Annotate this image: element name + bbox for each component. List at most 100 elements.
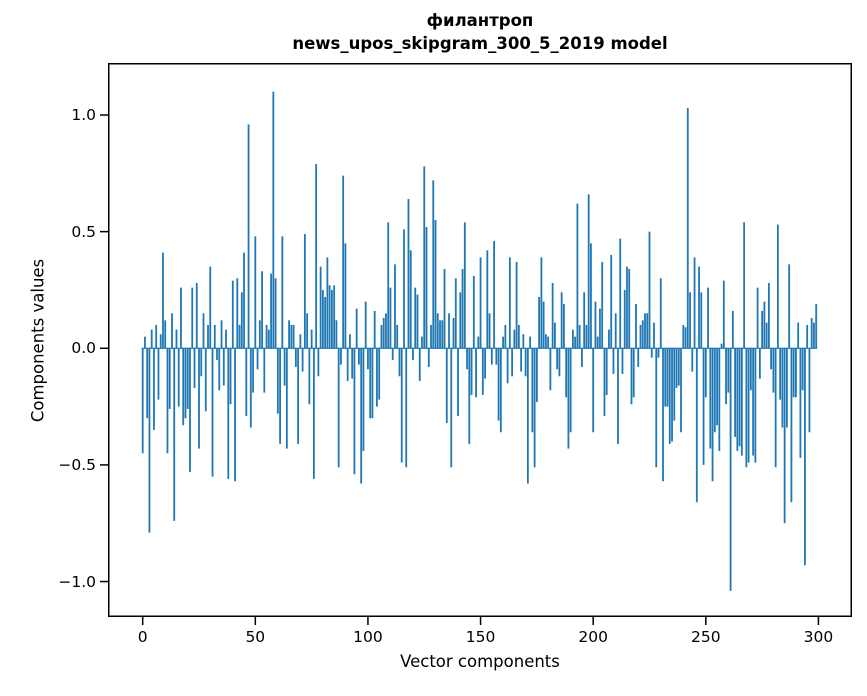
bar [279, 348, 281, 444]
bar [691, 348, 694, 372]
bar [774, 348, 777, 468]
bar [146, 348, 149, 419]
bar [560, 292, 563, 349]
bar [457, 348, 459, 416]
bar [657, 348, 660, 358]
bar [745, 348, 748, 468]
bar [254, 236, 257, 349]
bar [344, 243, 347, 349]
bar [567, 348, 570, 449]
bar [621, 348, 624, 374]
plot-frame [108, 63, 852, 617]
bar [324, 296, 327, 349]
bar [641, 320, 644, 349]
bar [594, 301, 597, 349]
bar [709, 348, 712, 449]
bar [184, 348, 187, 419]
bar [153, 348, 155, 430]
bar [497, 348, 500, 421]
bar [718, 348, 721, 451]
bar [349, 334, 351, 349]
x-axis-label: Vector components [400, 652, 560, 671]
bar [758, 348, 761, 379]
bar [231, 280, 234, 349]
bar [727, 348, 730, 393]
bar [623, 289, 626, 349]
bar [495, 348, 498, 365]
bar [790, 348, 793, 503]
bar [448, 313, 450, 349]
y-tick-label: 1.0 [71, 106, 96, 125]
bar [321, 289, 324, 349]
x-tick-label: 300 [803, 628, 834, 646]
bar [342, 175, 345, 349]
bar [382, 317, 385, 349]
bar [466, 348, 468, 370]
bar [385, 313, 387, 349]
bar [603, 348, 606, 416]
bar [299, 334, 302, 349]
bar [180, 287, 182, 349]
bar [189, 348, 191, 472]
bar [740, 348, 743, 456]
bar [303, 233, 306, 349]
bar [463, 222, 466, 349]
bar [813, 322, 815, 349]
bar [520, 348, 523, 372]
bar [362, 348, 365, 451]
bar [315, 164, 318, 349]
bar [502, 336, 504, 349]
bar [306, 313, 309, 349]
bar [763, 301, 766, 349]
bar [445, 348, 448, 423]
bar [720, 343, 723, 349]
bar [554, 322, 556, 349]
bar [195, 282, 198, 349]
bar [747, 348, 750, 463]
bar [394, 264, 396, 349]
bar [403, 229, 405, 349]
bar [558, 348, 561, 377]
bar [596, 336, 599, 349]
bar [360, 348, 363, 484]
bar [662, 348, 664, 482]
bar [326, 257, 329, 349]
bar [693, 257, 696, 349]
bar [481, 348, 484, 395]
bar [529, 336, 532, 349]
bar [155, 324, 158, 349]
bar [731, 310, 734, 349]
bar [686, 108, 689, 349]
bar [337, 348, 340, 468]
bar [211, 348, 214, 477]
bar [504, 324, 507, 349]
bar [450, 348, 453, 468]
bar [781, 348, 784, 428]
bar [432, 180, 435, 349]
bar [704, 348, 707, 398]
bar [569, 348, 572, 433]
bar [671, 348, 673, 442]
bar [619, 238, 622, 349]
bar [333, 285, 336, 349]
bar [355, 308, 358, 349]
bar [234, 348, 236, 482]
bar [517, 324, 520, 349]
bar [637, 348, 640, 367]
bar [285, 348, 288, 449]
bar [358, 348, 360, 365]
bar [159, 334, 162, 349]
bar [157, 348, 160, 400]
bar [585, 324, 588, 349]
bar [765, 322, 768, 349]
bar [310, 329, 313, 349]
bar [531, 348, 534, 433]
bar [425, 226, 428, 349]
bar [749, 348, 752, 391]
bar [252, 348, 254, 393]
bar [319, 266, 322, 349]
bar [668, 348, 671, 444]
bar [776, 224, 779, 349]
bar [281, 236, 284, 349]
